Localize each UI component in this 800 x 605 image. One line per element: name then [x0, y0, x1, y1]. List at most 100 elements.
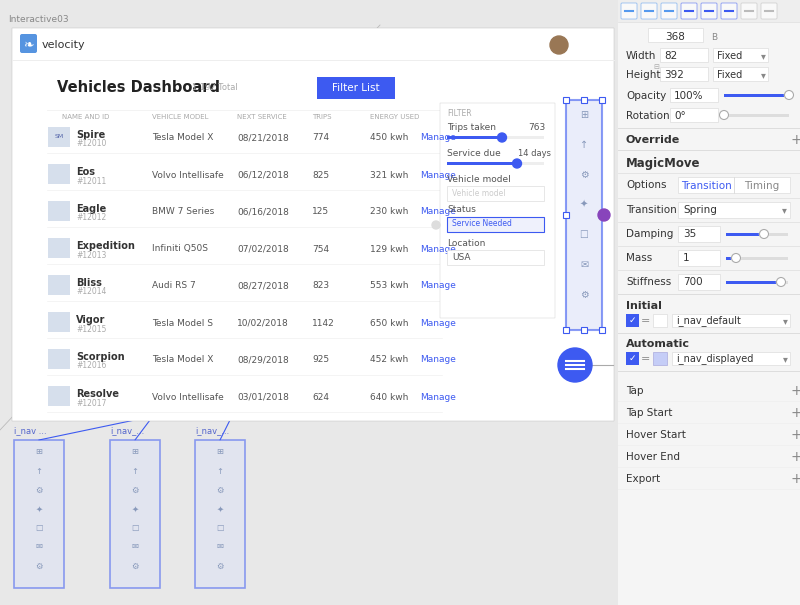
Bar — [440, 103, 555, 318]
Text: ❧: ❧ — [22, 39, 34, 51]
FancyBboxPatch shape — [741, 3, 757, 19]
Text: ✓: ✓ — [629, 316, 636, 325]
Text: Fixed: Fixed — [717, 51, 742, 61]
Text: ⊟: ⊟ — [653, 64, 659, 70]
Bar — [660, 48, 708, 62]
Text: TRIPS: TRIPS — [312, 114, 331, 120]
Text: 125: 125 — [312, 208, 329, 217]
Text: 452 kwh: 452 kwh — [370, 356, 408, 364]
Bar — [599, 212, 605, 218]
Bar — [110, 440, 160, 588]
Text: 08/21/2018: 08/21/2018 — [237, 134, 289, 143]
Text: 700: 700 — [683, 277, 702, 287]
Bar — [726, 232, 788, 235]
Text: Expedition: Expedition — [76, 241, 135, 251]
Text: 1: 1 — [683, 253, 690, 263]
Text: Service due: Service due — [447, 148, 501, 157]
Text: Hover End: Hover End — [626, 452, 680, 462]
Text: B: B — [711, 33, 717, 42]
Bar — [713, 48, 768, 62]
Text: 100%: 100% — [674, 91, 703, 101]
Text: 14 days: 14 days — [518, 148, 551, 157]
Text: NAME AND ID: NAME AND ID — [62, 114, 110, 120]
Bar — [726, 257, 736, 260]
Text: Volvo Intellisafe: Volvo Intellisafe — [152, 393, 224, 402]
Text: Damping: Damping — [626, 229, 674, 239]
Circle shape — [513, 159, 522, 168]
Circle shape — [550, 36, 568, 54]
Text: Status: Status — [447, 206, 476, 215]
Bar — [726, 281, 781, 284]
Bar — [660, 67, 708, 81]
Text: ☐: ☐ — [580, 230, 588, 240]
Text: Eos: Eos — [76, 167, 95, 177]
Bar — [726, 281, 788, 284]
Text: 321 kwh: 321 kwh — [370, 171, 408, 180]
Text: 392: 392 — [664, 70, 684, 80]
Text: Interactive03: Interactive03 — [8, 16, 69, 24]
Text: Manage: Manage — [420, 134, 456, 143]
Bar — [670, 88, 718, 102]
Text: VEHICLE MODEL: VEHICLE MODEL — [152, 114, 209, 120]
Text: ✉: ✉ — [217, 543, 223, 552]
Circle shape — [731, 253, 741, 263]
FancyBboxPatch shape — [681, 3, 697, 19]
Text: Tesla Model S: Tesla Model S — [152, 318, 213, 327]
Bar — [581, 97, 587, 103]
Bar — [626, 314, 639, 327]
Text: ⊞: ⊞ — [131, 448, 138, 457]
Text: ⚙: ⚙ — [131, 485, 138, 494]
Bar — [672, 352, 790, 365]
Circle shape — [432, 221, 440, 229]
Text: 450 kwh: 450 kwh — [370, 134, 408, 143]
Text: Volvo Intellisafe: Volvo Intellisafe — [152, 171, 224, 180]
Bar — [48, 238, 70, 258]
Text: #12014: #12014 — [76, 287, 106, 296]
Bar — [618, 0, 800, 605]
Text: Vehicle model: Vehicle model — [452, 189, 506, 197]
Text: Audi RS 7: Audi RS 7 — [152, 281, 196, 290]
Text: SM: SM — [54, 134, 64, 140]
Circle shape — [498, 133, 506, 142]
Bar — [678, 226, 720, 242]
Text: ✦: ✦ — [35, 505, 42, 514]
Bar — [618, 0, 800, 22]
Text: Manage: Manage — [420, 356, 456, 364]
Bar — [581, 327, 587, 333]
Bar — [653, 314, 667, 327]
Text: 10/02/2018: 10/02/2018 — [237, 318, 289, 327]
Text: ⚙: ⚙ — [216, 561, 224, 571]
Text: =: = — [640, 316, 650, 326]
Bar — [713, 67, 768, 81]
Text: Mass: Mass — [626, 253, 652, 263]
FancyBboxPatch shape — [661, 3, 677, 19]
Bar — [48, 275, 70, 295]
Text: Spring: Spring — [683, 205, 717, 215]
Bar — [566, 100, 602, 330]
Text: ⚙: ⚙ — [580, 290, 588, 300]
Text: ☐: ☐ — [131, 523, 138, 532]
Text: Options: Options — [626, 180, 666, 190]
Circle shape — [759, 229, 769, 238]
Text: Tesla Model X: Tesla Model X — [152, 356, 214, 364]
Bar — [678, 202, 790, 218]
Text: ▾: ▾ — [783, 354, 788, 364]
Bar — [447, 250, 544, 265]
Text: 06/16/2018: 06/16/2018 — [237, 208, 289, 217]
Text: Manage: Manage — [420, 171, 456, 180]
Text: Width: Width — [626, 51, 656, 61]
Bar — [726, 257, 788, 260]
Bar — [447, 136, 502, 139]
Text: FILTER: FILTER — [447, 110, 472, 119]
Text: 640 kwh: 640 kwh — [370, 393, 408, 402]
Text: USA: USA — [452, 252, 470, 261]
Text: ⊞: ⊞ — [580, 110, 588, 120]
Bar — [48, 201, 70, 221]
Text: Manage: Manage — [420, 393, 456, 402]
Bar — [678, 177, 790, 193]
Text: Rotation: Rotation — [626, 111, 670, 121]
Bar — [670, 108, 718, 122]
Bar — [12, 28, 614, 421]
Text: 129 kwh: 129 kwh — [370, 244, 408, 253]
Text: ↑: ↑ — [580, 140, 588, 150]
